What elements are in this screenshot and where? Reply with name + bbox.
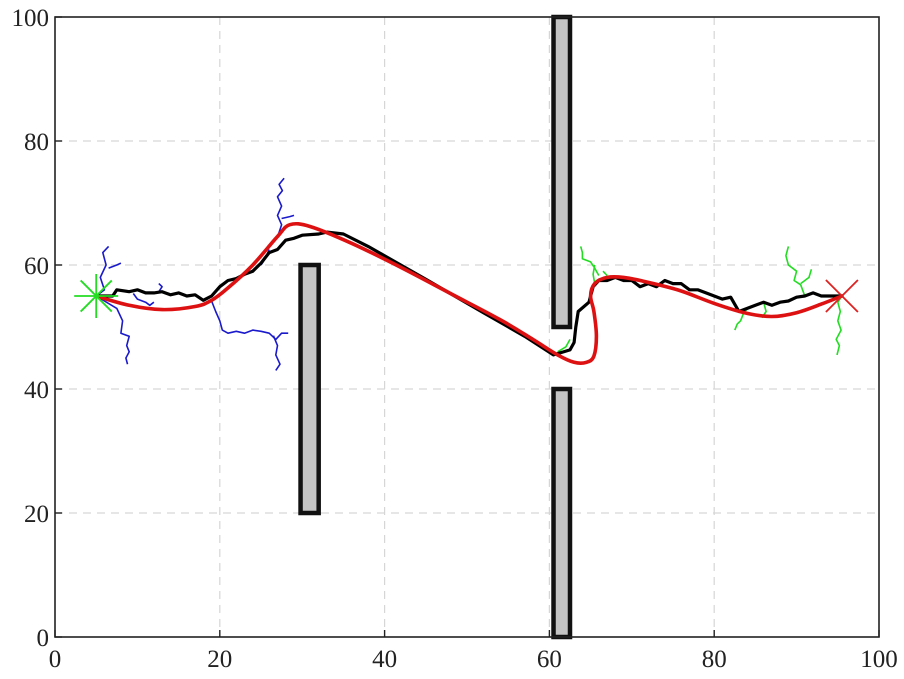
smoothed-path-line xyxy=(94,221,844,365)
tree-branch-start xyxy=(132,293,155,307)
y-tick-label: 20 xyxy=(24,501,49,528)
tree-branch-start xyxy=(95,295,130,365)
x-tick-label: 80 xyxy=(702,646,727,673)
tree-branch-goal xyxy=(785,246,806,297)
tree-branch-goal xyxy=(800,269,813,285)
raw-path-line xyxy=(94,230,844,357)
tree-branch-start xyxy=(272,335,281,371)
x-tick-label: 0 xyxy=(49,646,62,673)
x-axis-ticks: 0 20 40 60 80 100 xyxy=(49,630,898,673)
obstacle xyxy=(551,386,573,640)
y-tick-label: 100 xyxy=(12,5,50,32)
y-tick-label: 40 xyxy=(24,377,49,404)
x-tick-label: 40 xyxy=(372,646,397,673)
obstacles xyxy=(298,14,573,640)
goal-marker-stroke xyxy=(825,279,859,313)
y-tick-label: 80 xyxy=(24,129,49,156)
tree-from-start xyxy=(95,177,295,371)
y-axis-ticks: 0 20 40 60 80 100 xyxy=(12,5,62,652)
tree-branch-goal xyxy=(835,295,843,356)
obstacle xyxy=(298,262,321,516)
tree-branch-start xyxy=(108,262,122,269)
tree-branch-start xyxy=(276,177,285,238)
tree-branch-start xyxy=(95,245,110,297)
y-tick-label: 60 xyxy=(24,253,49,280)
start-marker-stroke xyxy=(80,279,113,313)
path-series xyxy=(94,221,844,365)
tree-branch-goal xyxy=(557,339,571,353)
obstacle xyxy=(551,14,573,330)
x-tick-label: 100 xyxy=(860,646,898,673)
endpoint-markers xyxy=(74,274,859,318)
tree-branch-goal xyxy=(602,270,608,277)
y-tick-label: 0 xyxy=(37,625,50,652)
tree-branch-start xyxy=(281,214,295,220)
x-tick-label: 60 xyxy=(537,646,562,673)
plot-frame xyxy=(54,16,880,638)
goal-marker xyxy=(825,279,859,313)
x-tick-label: 20 xyxy=(207,646,232,673)
tree-from-goal xyxy=(557,246,843,356)
tree-branch-start xyxy=(210,300,289,341)
tree-branch-goal xyxy=(579,246,600,276)
start-marker xyxy=(74,274,119,318)
grid-lines xyxy=(55,17,879,637)
